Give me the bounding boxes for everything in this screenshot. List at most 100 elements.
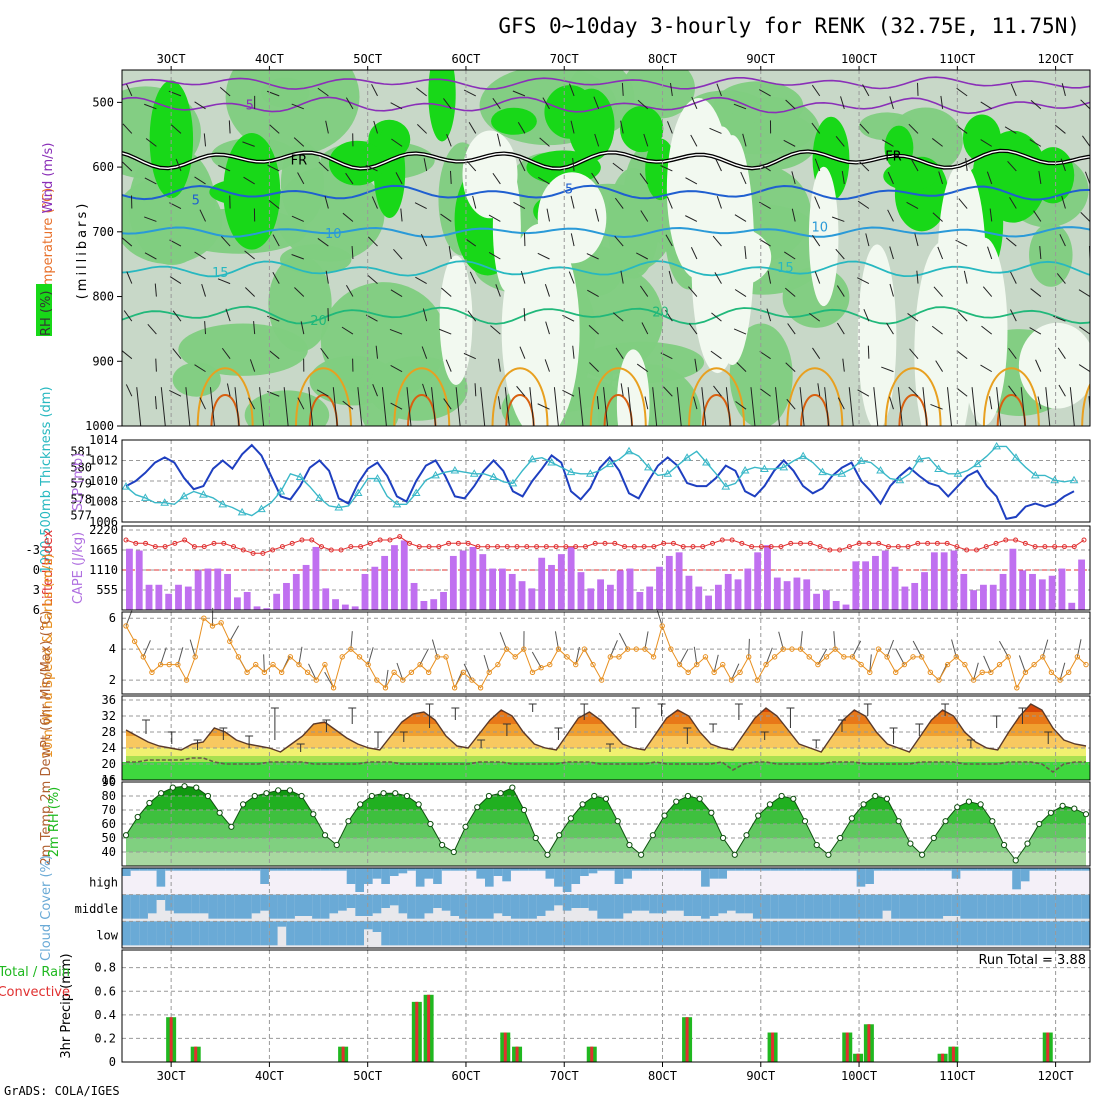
wind-barb	[865, 233, 870, 247]
cloud-bar	[761, 921, 771, 946]
cloud-bar	[839, 921, 849, 946]
top-day-label: 12OCT	[1038, 52, 1074, 66]
wind-barb	[554, 631, 559, 650]
precip-tick-label: 0.2	[94, 1031, 116, 1045]
wind-barb	[791, 208, 796, 222]
thickness-point	[508, 478, 518, 487]
lifted-index-point	[221, 540, 227, 546]
lifted-index-point	[319, 544, 325, 550]
wind-speed-point	[849, 654, 856, 660]
cloud-bar	[1029, 868, 1039, 871]
cloud-bar	[631, 868, 642, 871]
surface-barb	[406, 387, 412, 426]
wind-speed-point	[633, 646, 639, 652]
wind-barb	[669, 82, 673, 96]
surface-barb	[431, 387, 437, 426]
wind-barb	[367, 236, 378, 247]
wind-barb	[469, 271, 477, 284]
wind-barb	[1084, 171, 1090, 185]
wind-barb	[1055, 124, 1066, 134]
lifted-index-point	[1003, 537, 1009, 543]
rh-blob	[619, 105, 664, 153]
wind-barb	[419, 648, 429, 665]
lifted-index-point	[798, 540, 804, 546]
cloud-bar	[873, 921, 884, 946]
isotherm-contour	[122, 260, 1090, 278]
hot-contour	[1096, 395, 1100, 428]
rh-blob	[544, 85, 596, 139]
cloud-bar	[320, 868, 330, 871]
cloud-bar	[588, 921, 598, 946]
lifted-index-point	[592, 540, 598, 546]
cape-bar	[243, 591, 251, 610]
wind-barb	[791, 171, 796, 185]
wind-barb	[713, 385, 722, 397]
cloud-empty	[597, 868, 607, 895]
cloud-empty	[778, 868, 788, 895]
cloud-empty	[493, 868, 503, 895]
cloud-bar	[130, 921, 140, 946]
cloud-bar	[441, 921, 451, 946]
wind-barb	[612, 312, 624, 322]
wind-speed-point	[538, 664, 544, 671]
cloud-bar	[1046, 868, 1056, 871]
thickness-point	[160, 498, 170, 506]
top-day-label: 3OCT	[157, 52, 186, 66]
cloud-bar	[173, 868, 183, 871]
cloud-bar	[147, 868, 158, 871]
wind-barb	[887, 209, 894, 222]
cloud-empty	[917, 868, 927, 895]
wind-barb	[126, 83, 133, 97]
cape-bar	[744, 568, 752, 610]
cloud-bar	[796, 894, 806, 919]
cloud-bar	[554, 921, 564, 946]
cloud-bar	[372, 894, 382, 914]
surface-barb	[332, 387, 338, 426]
cloud-empty	[251, 868, 261, 895]
thickness-point	[972, 459, 982, 468]
cape-bar	[989, 584, 997, 610]
cloud-bar	[640, 894, 650, 911]
panel-frame	[121, 525, 1091, 611]
cloud-bar	[1020, 868, 1030, 882]
lifted-index-point	[446, 540, 452, 546]
wind-barb	[518, 159, 526, 172]
cloud-bar	[122, 894, 132, 919]
cloud-bar	[1072, 894, 1082, 919]
wind-barb	[441, 287, 452, 297]
wind-barb	[229, 625, 240, 642]
wind-barb	[908, 123, 919, 134]
wind-barb	[1057, 347, 1066, 359]
cloud-empty	[329, 868, 339, 895]
cloud-bar	[441, 894, 451, 911]
cloud-bar	[476, 868, 486, 879]
wind-barb	[199, 397, 206, 410]
cloud-empty	[147, 868, 158, 895]
cloud-bar	[277, 921, 287, 927]
wind-barb	[1061, 83, 1066, 97]
cape-bar	[184, 586, 192, 610]
cape-bar	[832, 600, 840, 610]
cape-bar	[194, 570, 202, 610]
lifted-index-point	[270, 547, 276, 553]
cape-bar	[145, 584, 153, 610]
cloud-bar	[122, 921, 132, 946]
wind-barb	[144, 216, 157, 222]
wind-barb	[881, 366, 894, 373]
cape-bar	[459, 550, 467, 610]
rh-point	[438, 841, 446, 849]
cloud-bar	[528, 921, 538, 946]
cape-bar	[400, 540, 408, 610]
wind-barb	[351, 245, 354, 260]
cloud-empty	[286, 868, 296, 895]
wind-barb	[867, 345, 870, 359]
precip-conv-bar	[771, 1032, 775, 1062]
cloud-bar	[744, 868, 754, 871]
surface-barb	[1045, 387, 1051, 426]
cloud-bar	[234, 894, 244, 919]
rh-blob	[328, 140, 385, 186]
wind-barb	[1076, 639, 1082, 657]
wind-barb	[1060, 158, 1066, 172]
rh-point	[1036, 820, 1043, 828]
isotherm-contour	[122, 305, 1090, 325]
